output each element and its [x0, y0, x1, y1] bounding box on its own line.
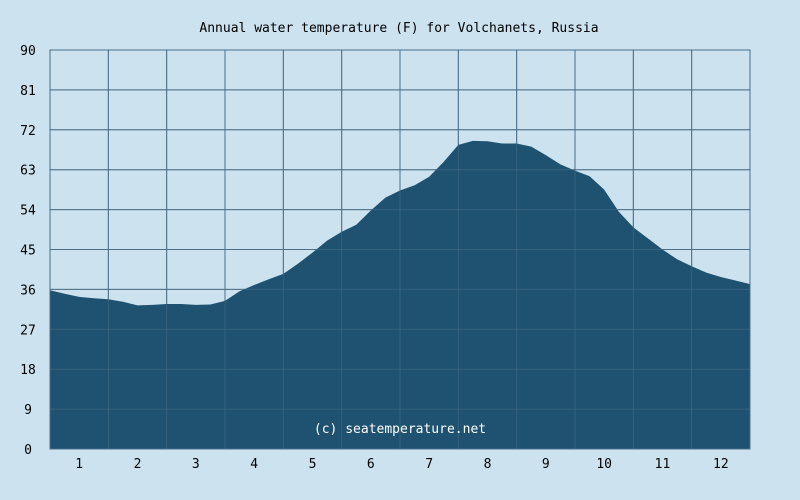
plot-border	[49, 49, 751, 450]
x-tick-label: 2	[134, 457, 142, 472]
y-tick-label: 72	[20, 124, 36, 139]
x-tick-label: 4	[250, 457, 258, 472]
y-tick-label: 45	[20, 244, 36, 259]
x-tick-label: 9	[542, 457, 550, 472]
x-tick-label: 12	[713, 457, 729, 472]
x-tick-label: 7	[425, 457, 433, 472]
y-tick-label: 9	[24, 403, 32, 418]
x-tick-label: 1	[75, 457, 83, 472]
x-tick-label: 10	[596, 457, 612, 472]
y-tick-label: 81	[20, 84, 36, 99]
y-tick-label: 27	[20, 323, 36, 338]
y-axis-ticks: 0 9 18 27 36 45 54 63 72 81 90	[20, 44, 36, 458]
x-tick-label: 3	[192, 457, 200, 472]
x-tick-label: 5	[309, 457, 317, 472]
y-tick-label: 0	[24, 443, 32, 458]
y-tick-label: 90	[20, 44, 36, 59]
y-tick-label: 63	[20, 164, 36, 179]
x-tick-label: 11	[655, 457, 671, 472]
y-tick-label: 18	[20, 363, 36, 378]
watermark: (c) seatemperature.net	[314, 422, 486, 437]
x-axis-ticks: 1 2 3 4 5 6 7 8 9 10 11 12	[75, 457, 728, 472]
chart-title: Annual water temperature (F) for Volchan…	[199, 21, 598, 36]
y-tick-label: 54	[20, 204, 36, 219]
x-tick-label: 8	[484, 457, 492, 472]
y-tick-label: 36	[20, 283, 36, 298]
x-tick-label: 6	[367, 457, 375, 472]
